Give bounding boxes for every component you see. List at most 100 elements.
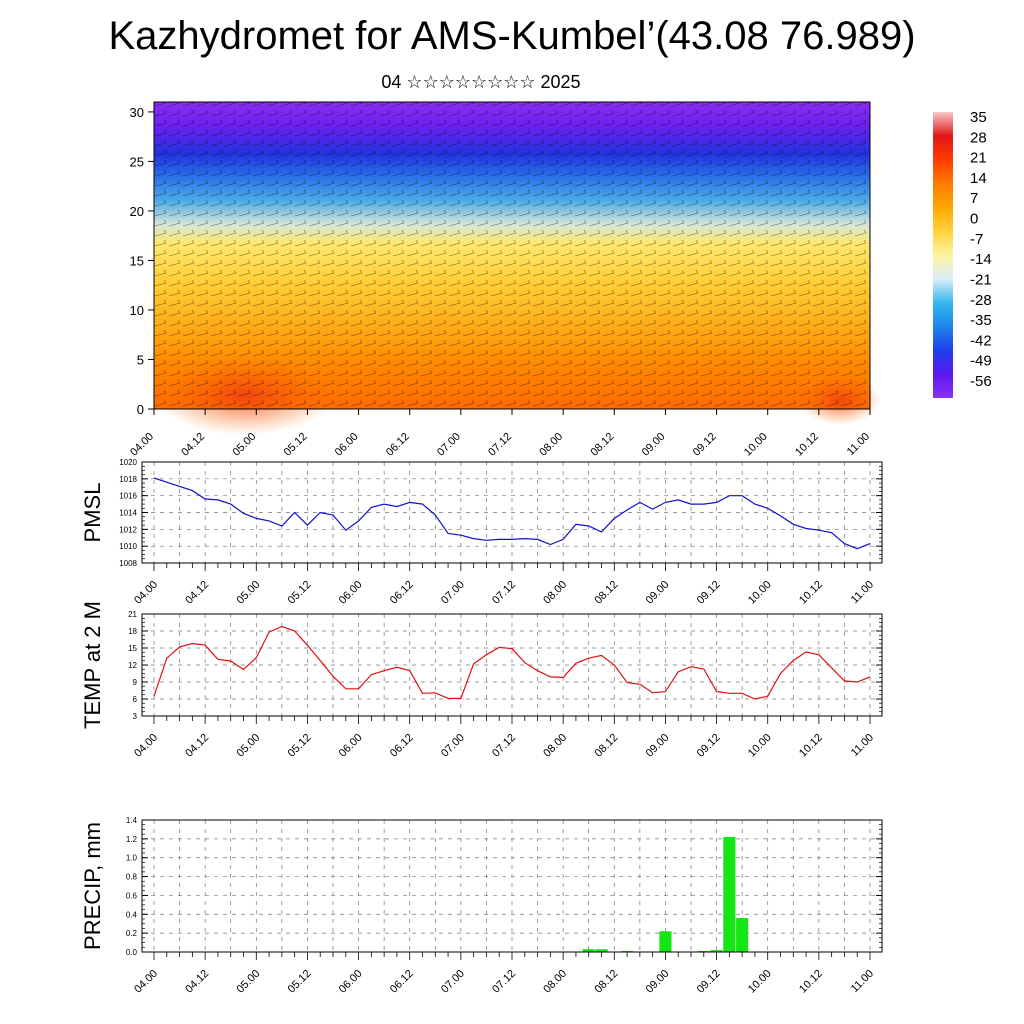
heatmap-y-tick-label: 10 [130, 303, 144, 318]
heatmap-y-tick-label: 25 [130, 154, 144, 169]
y-tick-label: 9 [133, 678, 138, 687]
x-tick-label: 04.12 [183, 579, 211, 607]
x-tick-label: 10.00 [746, 968, 774, 996]
colorbar: 35 28 21 14 7 0 -7 -14 -21 -28 -35 -42 -49 -56 [933, 109, 992, 398]
heatmap-x-tick-label: 08.12 [588, 431, 616, 459]
heatmap-y-tick-label: 30 [130, 105, 144, 120]
heatmap-x-tick-label: 09.12 [691, 431, 719, 459]
x-tick-label: 05.12 [286, 732, 314, 760]
precip-bar [736, 918, 749, 952]
x-tick-label: 10.12 [797, 732, 825, 760]
series-line [153, 625, 871, 700]
x-tick-label: 07.12 [490, 968, 518, 996]
colorbar-label: -49 [970, 353, 992, 370]
heatmap-x-tick-label: 05.00 [230, 431, 258, 459]
y-tick-label: 0.0 [126, 948, 138, 957]
x-tick-label: 09.12 [695, 968, 723, 996]
chart-subtitle: 04 ☆☆☆☆☆☆☆☆ 2025 [381, 72, 581, 92]
x-tick-label: 09.00 [644, 579, 672, 607]
x-tick-label: 11.00 [849, 968, 876, 995]
y-tick-label: 1018 [119, 475, 137, 484]
colorbar-label: -56 [970, 373, 992, 390]
x-tick-label: 09.00 [644, 968, 672, 996]
y-tick-label: 0.8 [126, 873, 138, 882]
x-tick-label: 09.12 [695, 732, 723, 760]
x-tick-label: 10.00 [746, 732, 774, 760]
series-line [153, 477, 871, 550]
x-tick-label: 11.00 [849, 732, 876, 759]
colorbar-label: -42 [970, 332, 992, 349]
colorbar-label: -21 [970, 271, 992, 288]
wind-barb-field [154, 102, 870, 409]
y-tick-label: 15 [128, 644, 137, 653]
heatmap-y-tick-label: 15 [130, 253, 144, 268]
heatmap-y-tick-label: 20 [130, 204, 144, 219]
y-tick-label: 1012 [119, 525, 137, 534]
x-tick-label: 11.00 [849, 579, 876, 606]
heatmap-x-tick-label: 07.00 [435, 431, 463, 459]
heatmap-y-tick-label: 5 [137, 352, 144, 367]
x-tick-label: 07.00 [439, 732, 467, 760]
y-tick-label: 3 [133, 712, 138, 721]
x-tick-label: 05.12 [286, 579, 314, 607]
heatmap-x-tick-label: 10.00 [742, 431, 770, 459]
colorbar-label: 14 [970, 170, 987, 187]
x-tick-label: 06.12 [388, 732, 416, 760]
colorbar-label: 0 [970, 211, 978, 228]
x-tick-label: 06.12 [388, 968, 416, 996]
y-tick-label: 0.6 [126, 891, 138, 900]
heatmap-x-tick-label: 10.12 [793, 431, 821, 459]
heatmap-x-tick-label: 09.00 [640, 431, 668, 459]
y-tick-label: 6 [133, 695, 138, 704]
y-tick-label: 1010 [119, 542, 137, 551]
colorbar-label: -14 [970, 251, 992, 268]
colorbar-label: 7 [970, 190, 978, 207]
x-tick-label: 04.00 [132, 968, 160, 996]
y-tick-label: 18 [128, 627, 137, 636]
x-tick-label: 10.12 [797, 968, 825, 996]
x-tick-label: 08.00 [541, 968, 569, 996]
colorbar-label: -35 [970, 312, 992, 329]
heatmap-x-tick-label: 06.00 [333, 431, 361, 459]
x-tick-label: 04.12 [183, 968, 211, 996]
precip-bar [710, 950, 723, 952]
x-tick-label: 05.00 [234, 968, 262, 996]
colorbar-label: 35 [970, 109, 987, 126]
x-tick-label: 06.00 [337, 579, 365, 607]
heatmap-x-tick-label: 04.12 [179, 431, 207, 459]
colorbar-label: 28 [970, 129, 987, 146]
pmsl-panel: 1008 1010 1012 1014 1016 1018 1020 04.00 04.12 05… [80, 458, 883, 607]
y-axis-title: PMSL [80, 483, 105, 543]
y-tick-label: 1014 [119, 509, 137, 518]
precipitation-panel: 0.0 0.2 0.4 0.6 0.8 1.0 1.2 1.4 04.00 04.12 05.00 0… [80, 816, 883, 996]
x-tick-label: 06.00 [337, 732, 365, 760]
y-tick-label: 12 [128, 661, 137, 670]
y-axis-title: PRECIP, mm [80, 822, 105, 950]
heatmap-x-tick-label: 11.00 [845, 431, 872, 458]
heatmap-x-tick-label: 05.12 [282, 431, 310, 459]
y-tick-label: 0.2 [126, 929, 138, 938]
heatmap-x-tick-label: 04.00 [128, 431, 156, 459]
colorbar-label: -28 [970, 292, 992, 309]
x-tick-label: 07.00 [439, 968, 467, 996]
x-tick-label: 10.12 [797, 579, 825, 607]
heatmap-y-tick-label: 0 [137, 402, 144, 417]
x-tick-label: 08.12 [592, 732, 620, 760]
y-tick-label: 21 [128, 610, 137, 619]
y-tick-label: 1.0 [126, 854, 138, 863]
x-tick-label: 05.00 [234, 579, 262, 607]
x-tick-label: 07.12 [490, 579, 518, 607]
precip-bar [659, 931, 672, 952]
x-tick-label: 06.00 [337, 968, 365, 996]
x-tick-label: 04.12 [183, 732, 211, 760]
x-tick-label: 08.12 [592, 968, 620, 996]
heatmap-x-tick-label: 06.12 [384, 431, 412, 459]
heatmap-panel: 0 5 10 15 20 25 30 04.00 04.12 05.00 05.12 06.00 06.… [128, 101, 880, 459]
x-tick-label: 06.12 [388, 579, 416, 607]
x-tick-label: 09.12 [695, 579, 723, 607]
precip-bar [595, 949, 608, 952]
heatmap-x-tick-label: 07.12 [486, 431, 514, 459]
precip-bar [582, 949, 595, 952]
x-tick-label: 07.00 [439, 579, 467, 607]
